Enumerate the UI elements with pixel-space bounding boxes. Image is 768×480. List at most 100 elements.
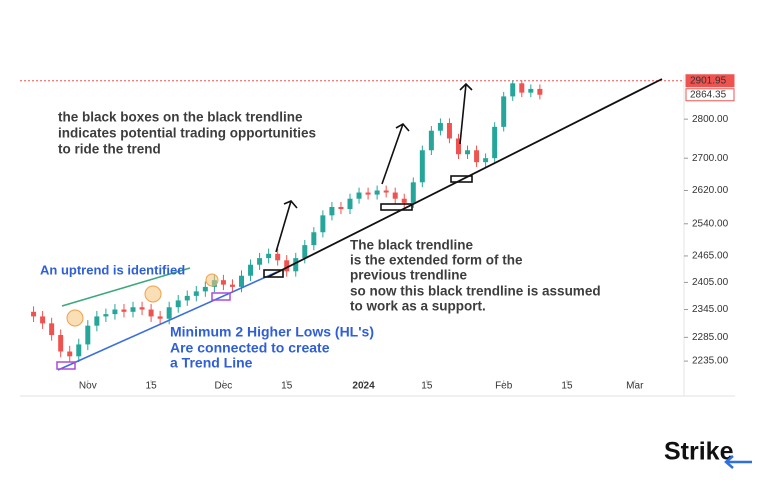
y-tick-label: 2285.00 — [692, 332, 729, 343]
x-tick-label: Mar — [626, 381, 644, 392]
logo-arrow — [724, 455, 752, 469]
candle-body — [365, 192, 371, 195]
higher-low-marker — [66, 309, 84, 327]
candle-body — [401, 198, 407, 203]
candle-body — [410, 182, 416, 203]
candle-body — [220, 280, 226, 285]
x-tick-label: Nov — [79, 381, 97, 392]
candle-body — [76, 344, 82, 357]
candle-body — [193, 291, 199, 296]
candle-body — [202, 286, 208, 292]
candle-body — [528, 88, 534, 93]
opportunity-box — [450, 175, 473, 183]
candle-body — [338, 206, 344, 210]
candle-body — [383, 190, 389, 193]
x-tick-label: 2024 — [352, 381, 375, 392]
uptrend-line — [61, 267, 191, 307]
candle-body — [67, 351, 73, 357]
plot-area: 2800.00 2700.00 2620.00 2540.00 2465.00 2405.… — [20, 74, 735, 397]
candle-body — [356, 192, 362, 199]
arrow — [381, 122, 410, 185]
annotation-line: Minimum 2 Higher Lows (HL's) — [170, 324, 374, 340]
candle-body — [428, 130, 434, 151]
candle-body — [483, 158, 489, 163]
candle-body — [510, 83, 516, 97]
opportunity-box — [263, 269, 284, 278]
candle-body — [501, 96, 507, 127]
candle-body — [103, 314, 109, 317]
candle-body — [40, 316, 46, 324]
annotation-line: Are connected to create — [170, 340, 330, 356]
candle-body — [437, 122, 443, 131]
price-label-box — [685, 74, 735, 88]
candle-body — [121, 309, 127, 312]
candle-body — [320, 215, 326, 233]
candle-body — [446, 122, 452, 139]
annotation-line: An uptrend is identified — [40, 262, 185, 277]
x-tick-label: 15 — [561, 381, 573, 392]
candle-body — [31, 311, 37, 317]
price-label: 2864.35 — [690, 89, 727, 100]
candle-body — [157, 316, 163, 319]
arrow — [275, 200, 298, 253]
logo: Strike — [664, 438, 734, 466]
hl-box — [211, 292, 231, 301]
candle-body — [148, 309, 154, 317]
annotation-line: is the extended form of the — [350, 253, 523, 268]
candle-body — [94, 316, 100, 326]
y-tick-label: 2345.00 — [692, 304, 729, 315]
y-tick-label: 2465.00 — [692, 251, 729, 262]
candle-body — [266, 253, 272, 259]
black-trendline — [267, 78, 663, 278]
candle-body — [474, 150, 480, 163]
candle-body — [302, 245, 308, 259]
candle-body — [139, 307, 145, 310]
candle-body — [392, 192, 398, 199]
hl-box — [56, 361, 76, 370]
candle-body — [311, 232, 317, 246]
annotation-line: to ride the trend — [58, 142, 161, 157]
candle-body — [257, 258, 263, 265]
higher-low-marker — [144, 285, 162, 303]
price-label-box — [685, 88, 735, 102]
candle-body — [85, 325, 91, 345]
x-tick-label: 15 — [281, 381, 293, 392]
annotation-line: indicates potential trading opportunitie… — [58, 126, 316, 141]
annotation-line: a Trend Line — [170, 355, 253, 371]
x-tick-label: Feb — [495, 381, 513, 392]
candle-body — [229, 284, 235, 287]
annotation-line: to work as a support. — [350, 299, 486, 314]
candle-body — [519, 83, 525, 93]
y-tick-label: 2800.00 — [692, 114, 729, 125]
candle-body — [175, 300, 181, 308]
annotation-line: so now this black trendline is assumed — [350, 284, 601, 299]
y-tick-label: 2405.00 — [692, 277, 729, 288]
candle-body — [465, 150, 471, 155]
x-tick-label: 15 — [146, 381, 158, 392]
candle-body — [284, 260, 290, 272]
annotation-line: The black trendline — [350, 238, 474, 253]
y-tick-label: 2620.00 — [692, 185, 729, 196]
arrow — [459, 82, 473, 145]
candle-body — [419, 150, 425, 183]
annotation-line: previous trendline — [350, 268, 468, 283]
candle-body — [112, 309, 118, 315]
candle-body — [347, 198, 353, 210]
y-tick-label: 2700.00 — [692, 153, 729, 164]
candle-body — [492, 126, 498, 159]
y-tick-label: 2540.00 — [692, 218, 729, 229]
candle-body — [455, 138, 461, 155]
candle-body — [49, 323, 55, 336]
candle-body — [239, 275, 245, 287]
opportunity-box — [380, 203, 413, 211]
candle-body — [184, 295, 190, 301]
price-label: 2901.95 — [690, 75, 727, 86]
blue-trendline — [57, 271, 278, 371]
x-tick-label: 15 — [421, 381, 433, 392]
candle-body — [58, 335, 64, 352]
candle-body — [248, 264, 254, 276]
higher-low-marker — [205, 273, 219, 287]
candle-body — [293, 258, 299, 272]
